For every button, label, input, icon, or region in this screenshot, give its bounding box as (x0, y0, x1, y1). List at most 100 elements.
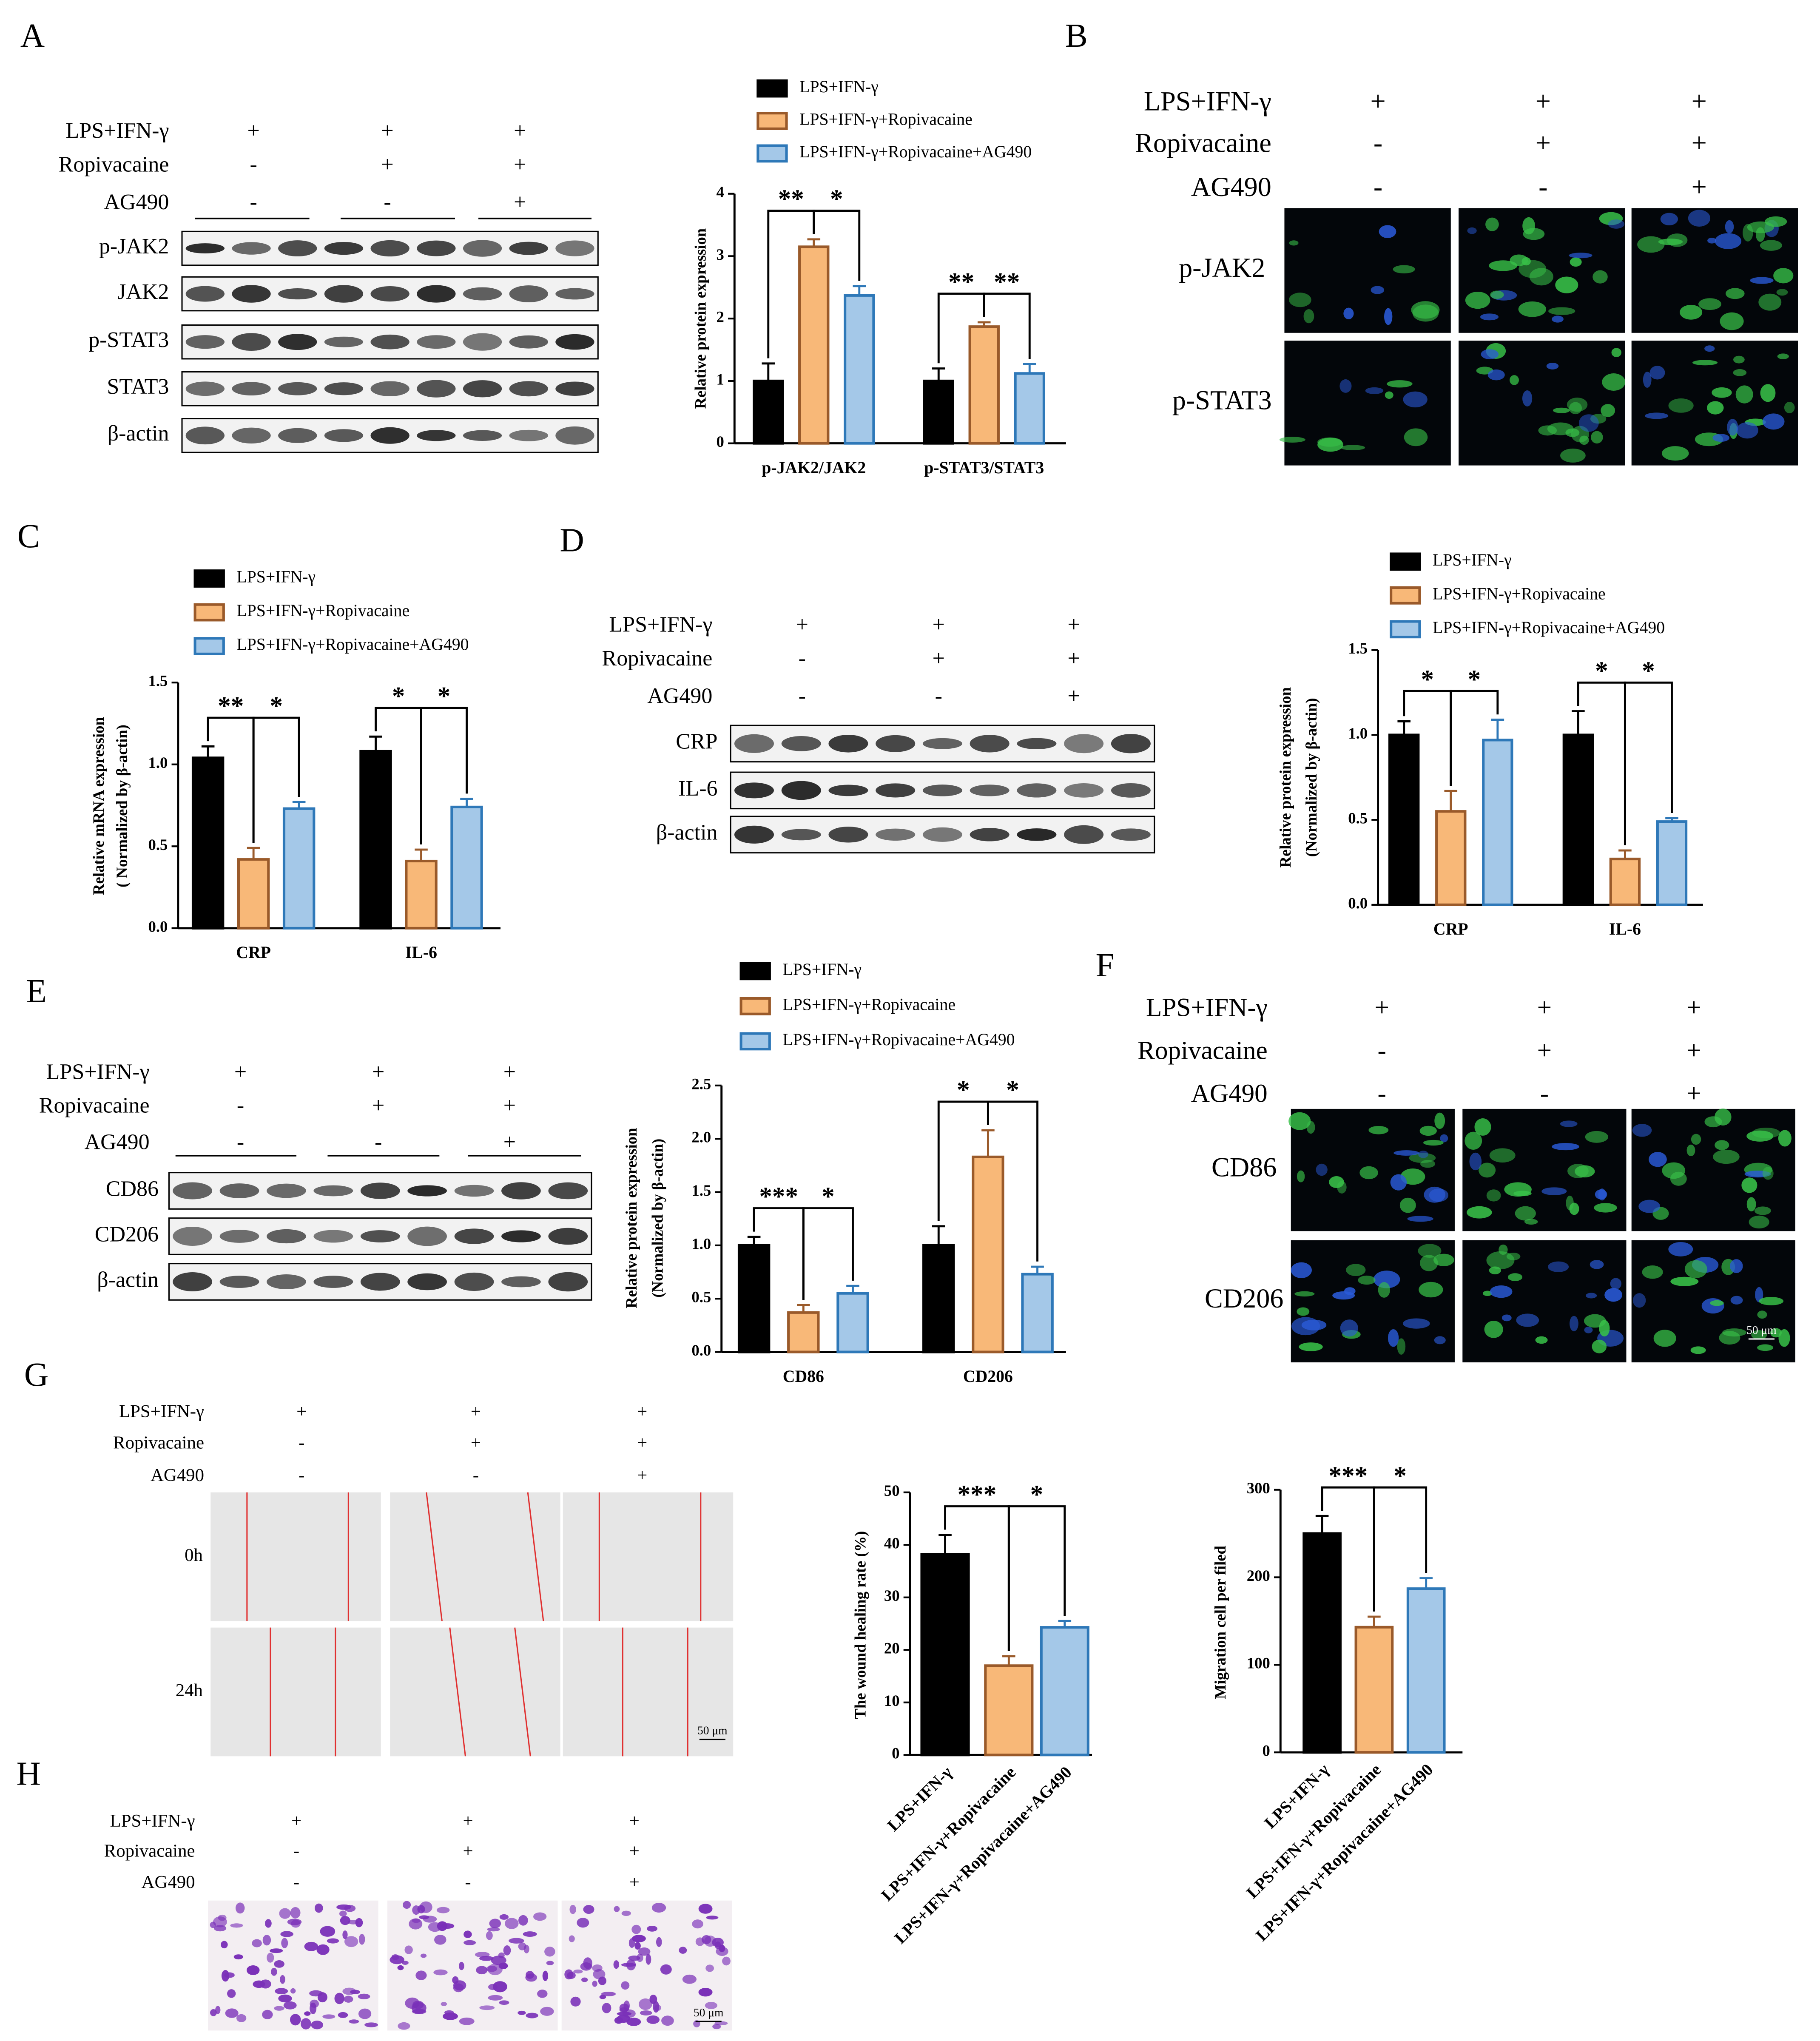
y-tick-label: 40 (884, 1535, 900, 1552)
micrograph (210, 1492, 381, 1621)
cell-stain (1289, 240, 1299, 246)
cell-stain (1712, 387, 1732, 398)
stained-cell (621, 1910, 631, 1916)
blot-band (970, 785, 1010, 796)
treatment-label: Ropivacaine (113, 1433, 204, 1453)
blot-band (324, 429, 364, 442)
cell-stain (1690, 1346, 1706, 1354)
stained-cell (614, 1906, 620, 1912)
treatment-sign: + (629, 1841, 640, 1861)
significance-bracket (987, 1100, 1039, 1262)
stained-cell (573, 1969, 583, 1974)
treatment-label: LPS+IFN-γ (609, 613, 712, 637)
cell-stain (1579, 435, 1589, 445)
cell-stain (1751, 1330, 1767, 1340)
stained-cell (441, 1923, 455, 1929)
stained-cell (570, 1996, 581, 2007)
stained-cell (714, 1941, 721, 1949)
stained-cell (235, 1902, 245, 1914)
cell-stain (1297, 1307, 1310, 1316)
legend-swatch (193, 603, 225, 622)
stained-cell (714, 2021, 728, 2026)
stained-cell (280, 1975, 285, 1984)
stained-cell (210, 2009, 217, 2016)
bar (282, 807, 316, 930)
cell-stain (1499, 1244, 1508, 1255)
cell-stain (1668, 398, 1694, 413)
treatment-label: Ropivacaine (59, 152, 169, 176)
error-bar (1665, 817, 1678, 822)
stained-cell (580, 1962, 592, 1971)
blot-band (555, 426, 594, 445)
error-bar (762, 362, 775, 381)
cell-stain (1701, 1298, 1724, 1314)
cell-stain (1759, 1297, 1784, 1305)
blot-band (509, 285, 548, 302)
cell-stain (1666, 233, 1688, 247)
cell-stain (1642, 1265, 1663, 1279)
stained-cell (569, 1905, 576, 1914)
blot-label: p-JAK2 (99, 234, 169, 259)
treatment-label: Ropivacaine (1138, 1036, 1268, 1065)
stained-cell (592, 1981, 597, 1987)
cell-stain (1481, 349, 1499, 359)
cell-stain (1420, 1255, 1438, 1271)
cell-stain (1578, 414, 1599, 432)
wound-edge (527, 1492, 544, 1621)
cell-stain (1393, 1150, 1419, 1156)
cell-stain (1365, 387, 1384, 394)
x-tick-label: IL-6 (1609, 920, 1641, 938)
treatment-label: AG490 (1191, 1079, 1268, 1108)
significance-label: ** (994, 268, 1020, 296)
y-axis-label: Relative protein expression (691, 228, 709, 409)
stained-cell (327, 1938, 339, 1944)
wound-edge (514, 1627, 531, 1757)
blot-band (232, 333, 271, 351)
treatment-sign: + (471, 1401, 481, 1421)
treatment-sign: + (1536, 128, 1551, 158)
micrograph (390, 1627, 560, 1757)
treatment-sign: + (291, 1811, 301, 1831)
treatment-sign: - (293, 1841, 299, 1861)
stained-cell (344, 1936, 358, 1947)
cell-stain (1776, 289, 1788, 296)
legend-label: LPS+IFN-γ (236, 568, 316, 586)
stained-cell (599, 1995, 606, 1999)
cell-stain (1720, 312, 1744, 330)
blot-band (219, 1276, 259, 1288)
error-bar (1002, 1655, 1015, 1666)
treatment-label: Ropivacaine (104, 1841, 195, 1861)
blot-band (970, 828, 1010, 841)
cell-stain (1637, 236, 1665, 253)
cell-stain (1590, 1260, 1604, 1269)
cell-stain (1610, 1278, 1621, 1290)
bar (1021, 1273, 1054, 1353)
blot-band (922, 738, 962, 749)
stained-cell (638, 1947, 651, 1956)
cell-stain (1541, 1187, 1567, 1195)
stained-cell (564, 1969, 574, 1980)
bar (191, 756, 225, 930)
cell-stain (1553, 407, 1570, 413)
stained-cell (419, 1901, 432, 1913)
significance-label: *** (759, 1183, 798, 1211)
blot-band (185, 286, 225, 302)
error-bar (1572, 710, 1585, 735)
error-bar (853, 285, 866, 296)
significance-label: * (1642, 657, 1655, 685)
error-bar (977, 321, 991, 327)
cell-stain (1510, 375, 1519, 385)
cell-stain (1400, 1168, 1425, 1185)
treatment-sign: + (503, 1130, 516, 1154)
stained-cell (639, 1998, 652, 2010)
blot-band (232, 242, 271, 255)
stained-cell (464, 1930, 472, 1938)
blot-band (185, 381, 225, 396)
cell-stain (1584, 1327, 1593, 1333)
treatment-sign: + (372, 1094, 384, 1118)
cell-stain (1288, 1112, 1311, 1130)
bar (1562, 733, 1594, 906)
stained-cell (252, 1939, 262, 1947)
bar (450, 805, 483, 930)
cell-stain (1757, 1310, 1767, 1319)
